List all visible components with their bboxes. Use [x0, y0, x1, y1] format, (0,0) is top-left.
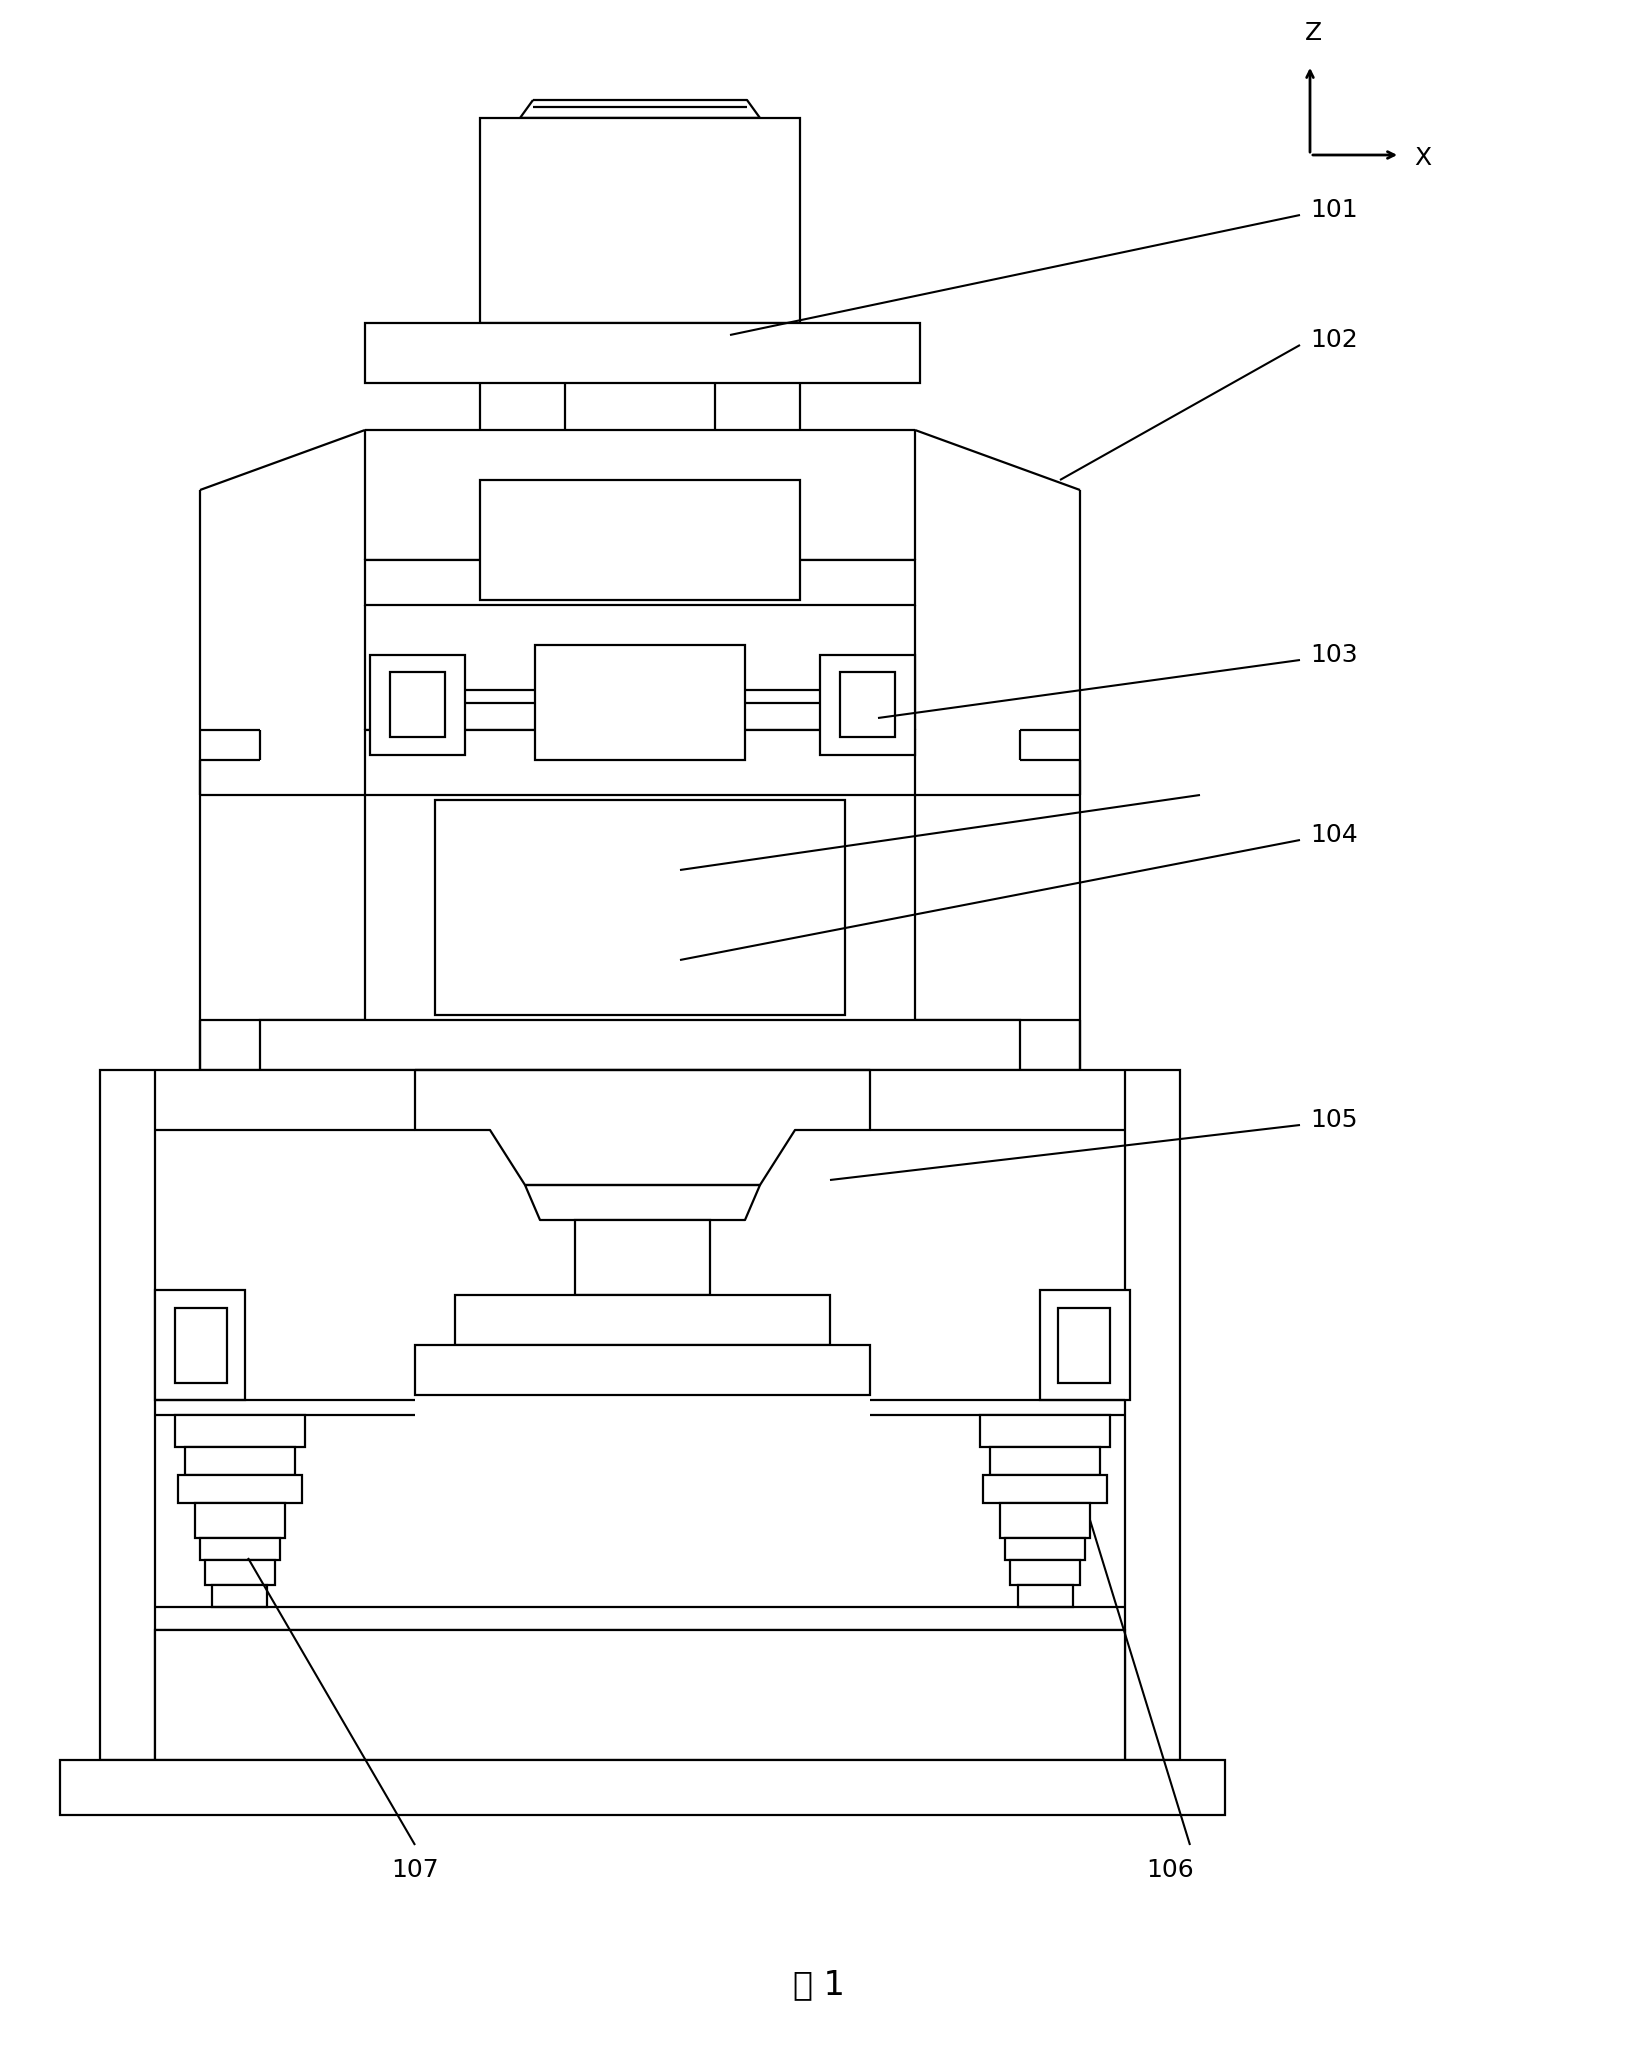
Bar	[841, 673, 895, 736]
Bar	[61, 1760, 1224, 1815]
Text: X: X	[1414, 146, 1431, 169]
Bar	[1000, 1504, 1090, 1539]
Bar	[365, 730, 915, 794]
Bar	[365, 559, 915, 604]
Bar	[1005, 1539, 1085, 1560]
Bar	[434, 800, 846, 1015]
Bar	[195, 1504, 285, 1539]
Bar	[200, 1539, 280, 1560]
Bar	[990, 1446, 1100, 1475]
Bar	[480, 118, 800, 324]
Bar	[175, 1415, 305, 1446]
Bar	[205, 1560, 275, 1584]
Bar	[390, 673, 446, 736]
Bar	[1010, 1560, 1080, 1584]
Bar	[370, 654, 465, 755]
Bar	[100, 1071, 1180, 1760]
Bar	[156, 1630, 1124, 1760]
Bar	[534, 646, 746, 759]
Text: 102: 102	[1310, 328, 1357, 353]
Text: 106: 106	[1146, 1859, 1193, 1881]
Text: 107: 107	[392, 1859, 439, 1881]
Text: 104: 104	[1310, 823, 1357, 848]
Bar	[983, 1475, 1106, 1504]
Bar	[211, 1584, 267, 1607]
Bar	[575, 1219, 710, 1296]
Bar	[820, 654, 915, 755]
Bar	[415, 1345, 870, 1395]
Text: 103: 103	[1310, 644, 1357, 666]
Text: 图 1: 图 1	[793, 1968, 846, 2001]
Bar	[456, 1296, 829, 1345]
Text: 105: 105	[1310, 1108, 1357, 1133]
Bar	[179, 1475, 302, 1504]
Bar	[1059, 1308, 1110, 1382]
Bar	[980, 1415, 1110, 1446]
Bar	[156, 1289, 244, 1401]
Bar	[1041, 1289, 1129, 1401]
Bar	[365, 324, 919, 384]
Bar	[185, 1446, 295, 1475]
Text: Z: Z	[1305, 21, 1321, 45]
Text: 101: 101	[1310, 198, 1357, 223]
Bar	[261, 1019, 1019, 1071]
Bar	[1018, 1584, 1074, 1607]
Bar	[480, 481, 800, 600]
Bar	[175, 1308, 226, 1382]
